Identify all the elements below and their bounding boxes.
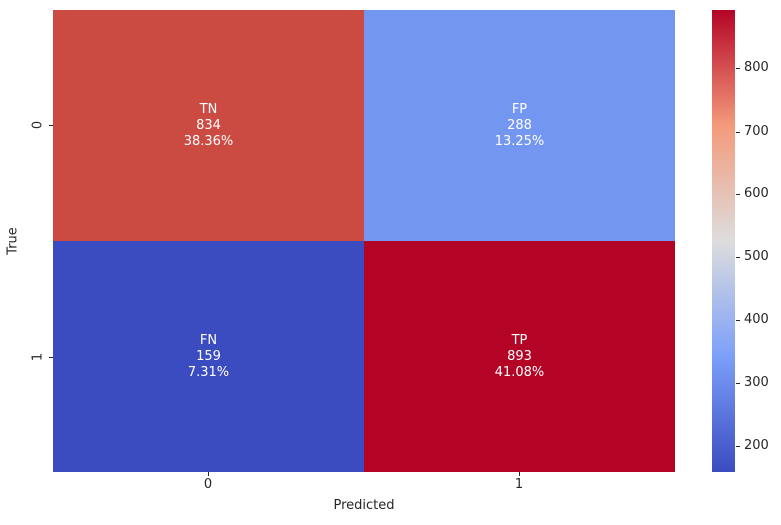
y-axis-label: True (5, 227, 21, 255)
colorbar-tickmark (736, 68, 740, 69)
colorbar-tick-label: 400 (744, 312, 769, 327)
cell-label: TP (511, 332, 528, 348)
heatmap-cell-tp: TP 893 41.08% (364, 241, 675, 472)
heatmap: TN 834 38.36% FP 288 13.25% FN 159 7.31% TP 893… (53, 10, 675, 472)
cell-label: FP (511, 101, 528, 117)
cell-annotation-fn: FN 159 7.31% (188, 333, 229, 381)
heatmap-cell-fn: FN 159 7.31% (53, 241, 364, 472)
colorbar-tick-label: 500 (744, 249, 769, 264)
cell-label: FN (199, 332, 218, 348)
colorbar-tick-label: 800 (744, 60, 769, 75)
cell-count: 834 (196, 117, 221, 133)
colorbar-tick-label: 600 (744, 186, 769, 201)
cell-count: 893 (507, 348, 532, 364)
colorbar-tickmark (736, 383, 740, 384)
colorbar-tick-label: 300 (744, 375, 769, 390)
cell-annotation-tp: TP 893 41.08% (495, 333, 545, 381)
x-tickmark-1 (519, 472, 520, 476)
x-ticklabel-0: 0 (203, 477, 213, 492)
y-ticklabel-1: 1 (30, 352, 46, 362)
y-tickmark-1 (49, 357, 53, 358)
colorbar-tickmark (736, 446, 740, 447)
colorbar-tick-label: 700 (744, 124, 769, 139)
y-ticklabel-0: 0 (30, 120, 46, 130)
colorbar-tickmark (736, 257, 740, 258)
y-tickmark-0 (49, 125, 53, 126)
cell-percent: 38.36% (183, 133, 234, 149)
x-tickmark-0 (208, 472, 209, 476)
cell-label: TN (199, 101, 218, 117)
heatmap-cell-fp: FP 288 13.25% (364, 10, 675, 241)
cell-count: 288 (507, 117, 532, 133)
colorbar-gradient (712, 10, 735, 472)
cell-percent: 41.08% (494, 364, 545, 380)
colorbar-tickmark (736, 132, 740, 133)
colorbar-tickmark (736, 320, 740, 321)
cell-percent: 7.31% (187, 364, 230, 380)
colorbar-tick-label: 200 (744, 438, 769, 453)
cell-annotation-fp: FP 288 13.25% (495, 102, 545, 150)
heatmap-cell-tn: TN 834 38.36% (53, 10, 364, 241)
cell-annotation-tn: TN 834 38.36% (184, 102, 234, 150)
colorbar-tickmark (736, 194, 740, 195)
cell-count: 159 (196, 348, 221, 364)
x-axis-label: Predicted (333, 498, 395, 513)
cell-percent: 13.25% (494, 133, 545, 149)
x-ticklabel-1: 1 (514, 477, 524, 492)
